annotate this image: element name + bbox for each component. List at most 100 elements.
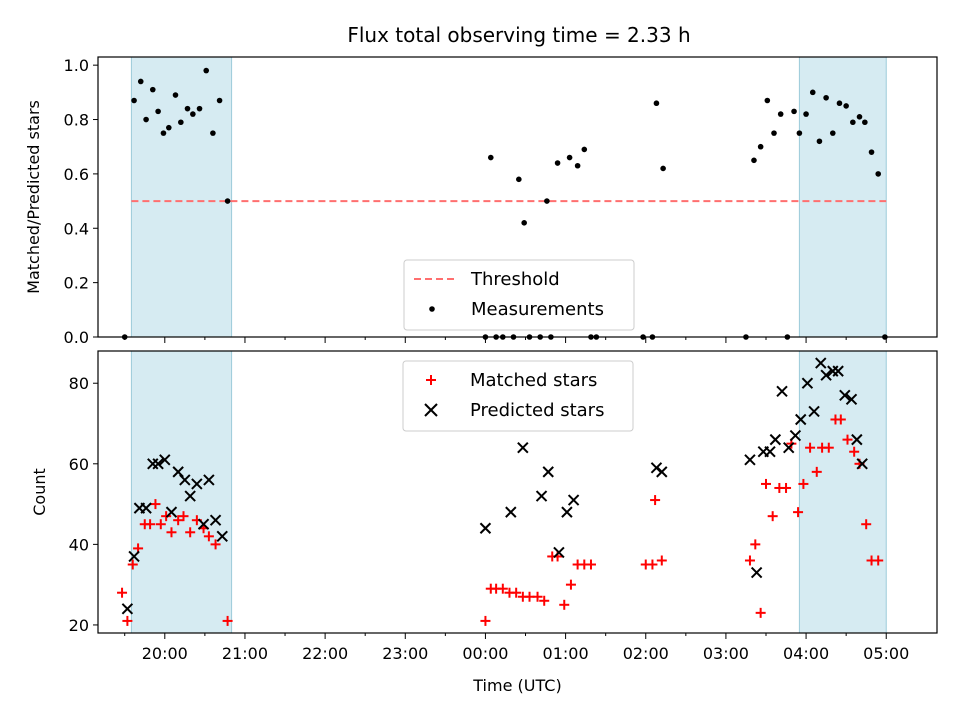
data-point — [172, 92, 179, 98]
data-point — [203, 67, 210, 74]
data-point — [815, 357, 827, 369]
data-point — [179, 474, 191, 486]
data-point — [862, 119, 868, 126]
data-point — [203, 474, 215, 486]
data-point — [581, 146, 588, 153]
data-point — [757, 143, 764, 150]
data-point — [832, 365, 844, 377]
data-point — [820, 369, 832, 381]
data-point — [585, 559, 596, 570]
x-marker-b — [561, 506, 573, 518]
x-marker-b — [832, 365, 844, 377]
data-point — [861, 519, 872, 530]
data-point — [152, 458, 164, 470]
data-point — [127, 559, 138, 570]
data-point — [516, 176, 522, 183]
legend: Matched stars Predicted stars — [402, 360, 634, 432]
legend-label: Predicted stars — [470, 400, 604, 421]
x-marker-b — [815, 357, 827, 369]
data-point — [653, 100, 660, 107]
data-point — [781, 482, 792, 493]
plot-frame — [97, 350, 938, 634]
data-point — [845, 393, 858, 406]
x-marker-b — [191, 478, 203, 490]
data-point — [816, 138, 823, 145]
top-panel-ratio: 0.0 0.2 0.4 0.6 0.8 1.0 Matched/Predicted star… — [24, 56, 938, 347]
data-point — [203, 531, 214, 542]
data-point — [873, 555, 884, 566]
data-point — [184, 105, 191, 112]
x-marker-b — [845, 393, 858, 406]
data-point — [755, 607, 766, 618]
data-point — [801, 377, 814, 389]
data-point — [160, 130, 167, 136]
data-point — [544, 198, 550, 204]
x-marker-b — [197, 518, 210, 530]
x-marker-b — [159, 454, 171, 466]
data-point — [776, 385, 788, 397]
y-tick-label: 80 — [69, 374, 89, 393]
x-marker-b — [789, 429, 802, 442]
x-marker-b — [542, 466, 554, 478]
x-marker-b — [808, 405, 820, 418]
data-point — [150, 499, 161, 510]
data-point — [829, 130, 836, 136]
x-marker-b — [795, 413, 807, 426]
data-point — [566, 154, 573, 161]
x-marker-b — [179, 474, 191, 486]
data-point — [744, 454, 756, 466]
x-marker-b — [839, 389, 851, 402]
data-point — [505, 506, 517, 518]
data-point — [216, 97, 223, 104]
y-tick-label: 0.6 — [64, 165, 89, 184]
data-point — [542, 466, 554, 478]
data-point — [166, 124, 172, 131]
data-point — [210, 130, 216, 136]
data-point — [149, 86, 156, 93]
data-point — [805, 442, 816, 453]
data-point — [559, 599, 570, 610]
data-point — [764, 97, 771, 104]
data-point — [487, 154, 494, 161]
data-point — [850, 119, 856, 126]
y-tick-label: 0.8 — [64, 111, 89, 130]
x-tick-label: 05:00 — [863, 644, 909, 663]
data-point — [567, 494, 580, 506]
x-marker-b — [776, 385, 788, 397]
legend-box — [403, 259, 635, 331]
data-point — [128, 550, 140, 563]
x-marker-b — [517, 441, 529, 454]
legend-label: Measurements — [471, 299, 604, 320]
x-axis-label: Time (UTC) — [472, 676, 561, 695]
x-marker-b — [184, 490, 196, 502]
data-point — [511, 587, 522, 598]
data-point — [782, 441, 795, 454]
x-marker-b — [856, 458, 868, 470]
data-point — [165, 506, 178, 518]
data-point — [660, 165, 666, 172]
data-point — [750, 566, 763, 579]
data-point — [751, 157, 757, 164]
data-point — [145, 519, 156, 530]
y-tick-label: 0.4 — [64, 219, 89, 238]
x-marker-b — [744, 454, 756, 466]
data-point — [808, 405, 820, 418]
data-point — [843, 103, 849, 109]
y-axis-label: Count — [30, 468, 49, 516]
data-point — [224, 198, 231, 204]
data-point — [521, 220, 527, 226]
data-point — [517, 441, 529, 454]
legend-swatch — [424, 403, 438, 417]
data-point — [117, 587, 128, 598]
data-point — [791, 108, 797, 115]
bottom-panel-count: 20 40 60 80 Count 20:00 21:00 22:00 23:00 00:00 01… — [30, 350, 938, 695]
data-point — [777, 111, 784, 117]
data-point — [561, 506, 573, 518]
x-tick-label: 04:00 — [783, 644, 829, 663]
x-tick-label: 01:00 — [543, 644, 589, 663]
data-point — [539, 595, 550, 606]
data-point — [122, 615, 133, 626]
data-point — [532, 591, 543, 602]
data-point — [216, 530, 228, 543]
data-point — [143, 116, 149, 123]
